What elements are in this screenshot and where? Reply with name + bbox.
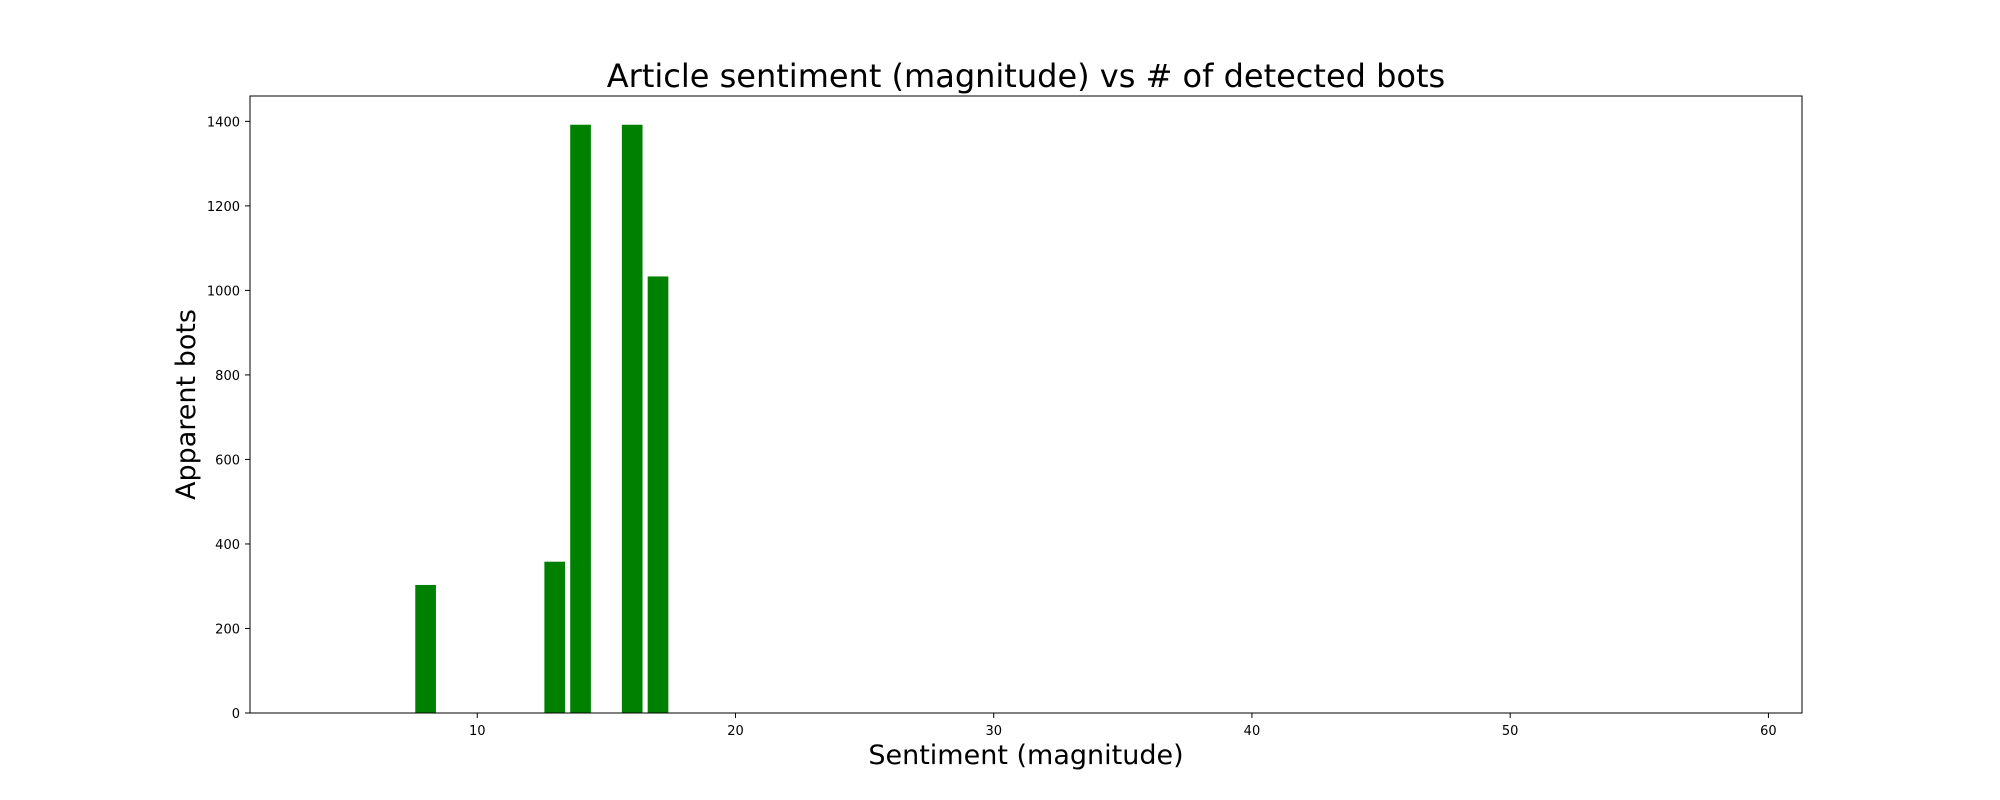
- bar-8: [415, 584, 436, 713]
- x-axis-label: Sentiment (magnitude): [868, 740, 1183, 771]
- y-tick-label: 200: [215, 622, 240, 637]
- bar-17: [647, 276, 669, 713]
- y-tick-label: 0: [232, 707, 240, 722]
- y-tick-label: 800: [215, 369, 240, 384]
- y-tick-label: 400: [215, 538, 240, 553]
- x-axis-ticks: 10 20 30 40 50 60: [469, 713, 1777, 739]
- x-tick-label: 30: [985, 724, 1002, 739]
- y-tick-label: 600: [215, 453, 240, 468]
- bar-16: [621, 124, 643, 713]
- bars-group: [415, 124, 669, 713]
- x-tick-label: 40: [1244, 724, 1261, 739]
- y-tick-label: 1200: [207, 200, 240, 215]
- bar-14: [570, 124, 591, 713]
- x-tick-label: 10: [469, 724, 486, 739]
- x-tick-label: 20: [727, 724, 744, 739]
- y-tick-label: 1000: [207, 284, 240, 299]
- x-tick-label: 50: [1502, 724, 1519, 739]
- chart-title: Article sentiment (magnitude) vs # of de…: [607, 57, 1445, 95]
- y-tick-label: 1400: [207, 115, 240, 130]
- y-axis-ticks: 0 200 400 600 800 1000 1200 1400: [207, 115, 250, 722]
- bar-13: [544, 561, 566, 713]
- plot-frame: [249, 95, 1803, 714]
- x-tick-label: 60: [1760, 724, 1777, 739]
- y-axis-label: Apparent bots: [171, 309, 202, 500]
